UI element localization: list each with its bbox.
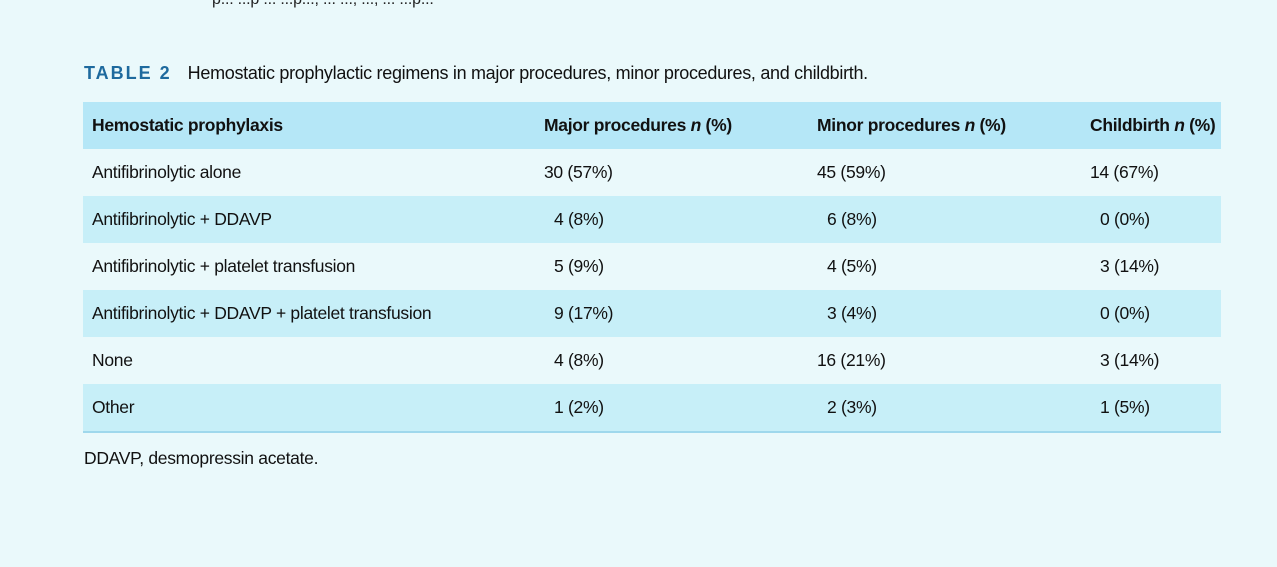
- row-minor: 16 (21%): [817, 337, 1090, 384]
- row-childbirth: 1 (5%): [1090, 384, 1221, 433]
- table-row: Antifibrinolytic alone 30 (57%) 45 (59%)…: [83, 149, 1221, 196]
- row-minor: 4 (5%): [817, 243, 1090, 290]
- header-childbirth: Childbirth n (%): [1090, 102, 1221, 149]
- row-childbirth: 3 (14%): [1090, 337, 1221, 384]
- header-minor-procedures: Minor procedures n (%): [817, 102, 1090, 149]
- row-childbirth: 0 (0%): [1090, 290, 1221, 337]
- table-row: Other 1 (2%) 2 (3%) 1 (5%): [83, 384, 1221, 433]
- table-caption: TABLE 2 Hemostatic prophylactic regimens …: [84, 63, 868, 84]
- row-regimen: Antifibrinolytic + DDAVP + platelet tran…: [83, 290, 544, 337]
- row-major: 4 (8%): [544, 196, 817, 243]
- row-regimen: Antifibrinolytic alone: [83, 149, 544, 196]
- prophylaxis-table: Hemostatic prophylaxis Major procedures …: [83, 102, 1221, 433]
- row-regimen: Other: [83, 384, 544, 433]
- row-regimen: Antifibrinolytic + platelet transfusion: [83, 243, 544, 290]
- table-footnote: DDAVP, desmopressin acetate.: [84, 448, 319, 468]
- table-row: Antifibrinolytic + DDAVP + platelet tran…: [83, 290, 1221, 337]
- table-header-row: Hemostatic prophylaxis Major procedures …: [83, 102, 1221, 149]
- row-minor: 3 (4%): [817, 290, 1090, 337]
- row-childbirth: 0 (0%): [1090, 196, 1221, 243]
- header-major-procedures: Major procedures n (%): [544, 102, 817, 149]
- cut-off-text-line: p... ...p ... ...p..., ... ..., ..., ...…: [212, 0, 434, 9]
- row-minor: 45 (59%): [817, 149, 1090, 196]
- row-childbirth: 3 (14%): [1090, 243, 1221, 290]
- row-major: 1 (2%): [544, 384, 817, 433]
- table-row: Antifibrinolytic + DDAVP 4 (8%) 6 (8%) 0…: [83, 196, 1221, 243]
- row-childbirth: 14 (67%): [1090, 149, 1221, 196]
- row-regimen: None: [83, 337, 544, 384]
- row-major: 30 (57%): [544, 149, 817, 196]
- header-hemostatic-prophylaxis: Hemostatic prophylaxis: [83, 102, 544, 149]
- row-major: 4 (8%): [544, 337, 817, 384]
- table-row: None 4 (8%) 16 (21%) 3 (14%): [83, 337, 1221, 384]
- table-label: TABLE 2: [84, 63, 172, 83]
- table-title: Hemostatic prophylactic regimens in majo…: [187, 63, 869, 83]
- row-major: 5 (9%): [544, 243, 817, 290]
- table-row: Antifibrinolytic + platelet transfusion …: [83, 243, 1221, 290]
- row-regimen: Antifibrinolytic + DDAVP: [83, 196, 544, 243]
- row-minor: 2 (3%): [817, 384, 1090, 433]
- row-minor: 6 (8%): [817, 196, 1090, 243]
- row-major: 9 (17%): [544, 290, 817, 337]
